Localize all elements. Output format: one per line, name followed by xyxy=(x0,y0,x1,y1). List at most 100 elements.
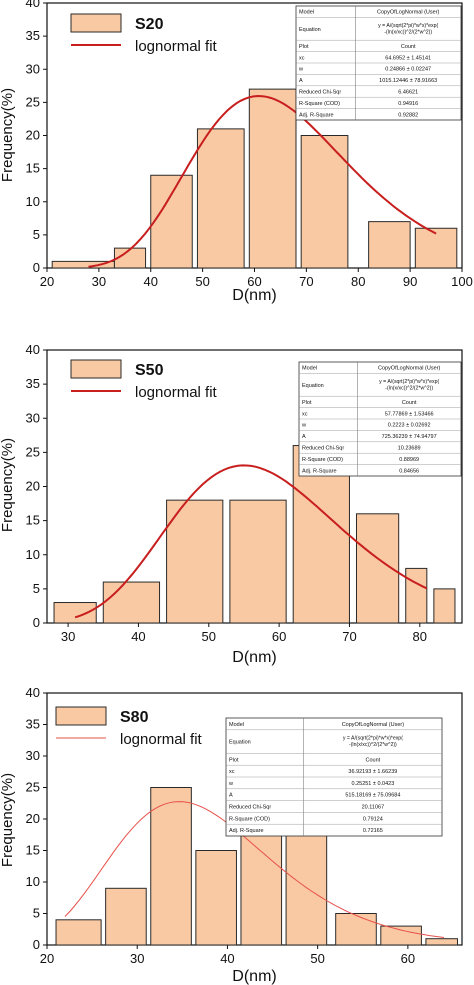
histogram-bar xyxy=(166,499,224,624)
stats-key: w xyxy=(301,423,306,429)
stats-key: A xyxy=(302,434,306,440)
y-tick-label: 0 xyxy=(33,615,40,630)
stats-value: 6.46621 xyxy=(398,90,418,96)
y-tick-label: 40 xyxy=(26,0,40,10)
y-tick-label: 15 xyxy=(26,513,40,528)
x-tick-label: 20 xyxy=(40,274,54,289)
stats-key: Adj. R-Square xyxy=(299,112,334,118)
x-tick-label: 30 xyxy=(92,274,106,289)
histogram-bar xyxy=(240,824,283,946)
histogram-bar xyxy=(150,174,193,269)
histogram-bar xyxy=(248,88,297,269)
histogram-bar xyxy=(368,221,411,269)
stats-key: A xyxy=(229,793,233,799)
x-tick-label: 20 xyxy=(40,951,54,966)
stats-key: Model xyxy=(302,366,317,372)
histogram-bar xyxy=(105,887,147,946)
y-tick-label: 0 xyxy=(33,260,40,275)
stats-key: Reduced Chi-Sqr xyxy=(299,90,341,96)
histogram-bar xyxy=(229,499,287,624)
y-tick-label: 15 xyxy=(26,161,40,176)
legend-fit-label: lognormal fit xyxy=(135,38,218,55)
x-tick-label: 70 xyxy=(299,274,313,289)
stats-key: Equation xyxy=(299,27,321,33)
stats-value: 57.77869 ± 1.53466 xyxy=(385,411,434,417)
lognormal-fit-curve xyxy=(88,94,437,268)
y-tick-label: 25 xyxy=(26,780,40,795)
y-tick-label: 35 xyxy=(26,28,40,43)
legend-title: S20 xyxy=(135,16,164,33)
stats-value: 0.72165 xyxy=(363,828,383,834)
stats-value: Count xyxy=(366,757,381,763)
stats-value: 0.84656 xyxy=(399,468,419,474)
legend-title: S80 xyxy=(120,709,149,726)
stats-key: Equation xyxy=(302,383,324,389)
legend: S20 lognormal fit xyxy=(70,13,218,55)
histogram-bar xyxy=(335,913,377,946)
histogram-bar xyxy=(55,919,102,946)
x-tick-label: 50 xyxy=(195,274,209,289)
stats-value: y = A/(sqrt(2*pi)*w*x)*exp(-(ln(x/xc))^2… xyxy=(378,23,438,36)
stats-value: Count xyxy=(401,44,416,50)
x-tick-label: 80 xyxy=(351,274,365,289)
stats-key: R-Square (COD) xyxy=(302,457,343,463)
y-tick-label: 10 xyxy=(26,194,40,209)
histogram-bar xyxy=(380,925,422,946)
legend-bar-swatch xyxy=(70,359,122,379)
stats-value: 0.2223 ± 0.02692 xyxy=(388,423,431,429)
stats-value: 0.79124 xyxy=(363,816,383,822)
stats-key: xc xyxy=(229,769,235,775)
stats-key: Adj. R-Square xyxy=(302,468,337,474)
x-tick-label: 30 xyxy=(130,951,144,966)
stats-key: A xyxy=(299,78,303,84)
y-axis-label: Frequency(%) xyxy=(0,773,16,867)
x-axis-label: D(nm) xyxy=(232,649,276,666)
histogram-bar xyxy=(300,135,349,269)
stats-key: Model xyxy=(299,10,314,16)
stats-key: xc xyxy=(302,411,308,417)
histogram-bar xyxy=(196,128,245,269)
histogram-bar xyxy=(150,787,192,946)
x-tick-label: 50 xyxy=(202,629,216,644)
y-tick-label: 5 xyxy=(33,581,40,596)
stats-key: Equation xyxy=(229,740,251,746)
x-tick-label: 30 xyxy=(61,629,75,644)
y-tick-label: 20 xyxy=(26,128,40,143)
x-axis-label: D(nm) xyxy=(232,287,276,304)
y-axis-label: Frequency(%) xyxy=(0,438,16,532)
stats-key: Plot xyxy=(302,400,312,406)
stats-value: 64.6952 ± 1.45141 xyxy=(385,55,431,61)
legend-fit-label: lognormal fit xyxy=(120,731,203,748)
stats-key: R-Square (COD) xyxy=(229,816,270,822)
x-tick-label: 100 xyxy=(451,274,473,289)
stats-value: 1015.12446 ± 78.91663 xyxy=(379,78,437,84)
lognormal-fit-curve xyxy=(74,464,428,619)
x-tick-label: 50 xyxy=(310,951,324,966)
x-tick-label: 90 xyxy=(403,274,417,289)
stats-value: 515.18169 ± 75.09684 xyxy=(345,793,400,799)
stats-value: Count xyxy=(402,400,417,406)
histogram-bar xyxy=(405,567,428,624)
histogram-bar xyxy=(414,227,458,269)
stats-key: Adj. R-Square xyxy=(229,828,264,834)
x-tick-label: 40 xyxy=(131,629,145,644)
x-tick-label: 70 xyxy=(342,629,356,644)
stats-value: CopyOfLogNormal (User) xyxy=(342,722,405,728)
stats-key: w xyxy=(228,781,233,787)
stats-key: Reduced Chi-Sqr xyxy=(302,446,344,452)
y-tick-label: 15 xyxy=(26,843,40,858)
stats-key: w xyxy=(298,67,303,73)
x-tick-label: 60 xyxy=(272,629,286,644)
stats-value: 20.11067 xyxy=(362,805,385,811)
stats-key: xc xyxy=(299,55,305,61)
x-axis-label: D(nm) xyxy=(232,968,276,985)
stats-value: 10.23689 xyxy=(398,446,421,452)
y-tick-label: 35 xyxy=(26,376,40,391)
x-tick-label: 60 xyxy=(401,951,415,966)
stats-key: Reduced Chi-Sqr xyxy=(229,805,271,811)
fit-stats-table: Model CopyOfLogNormal (User) Equation y = A… xyxy=(295,5,462,121)
chart-panel: 20 30 40 50 60 70 80 90 100 0 5 10 15 20 25 30 35 40 D(nm)… xyxy=(0,0,473,304)
stats-value: 725.36239 ± 74.94797 xyxy=(382,434,437,440)
y-tick-label: 10 xyxy=(26,547,40,562)
legend-title: S50 xyxy=(135,362,164,379)
